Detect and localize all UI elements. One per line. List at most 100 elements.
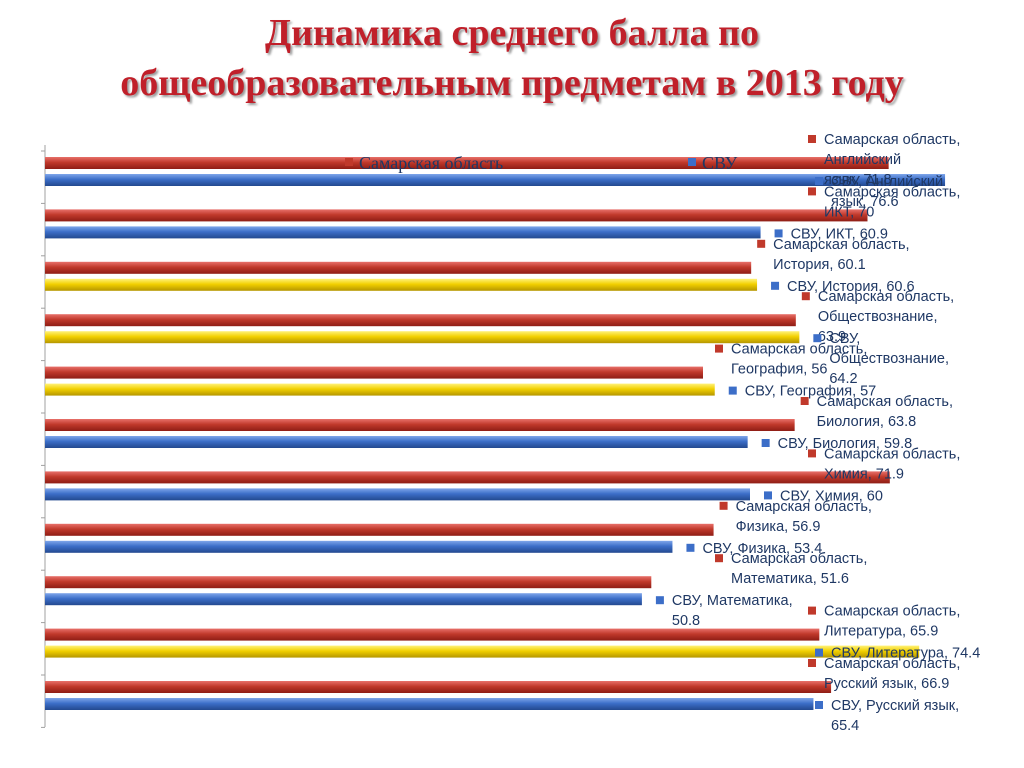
- data-label-text: язык, 76.6: [831, 194, 899, 210]
- data-label-text: СВУ, ИКТ, 60.9: [791, 226, 888, 242]
- data-label-text: язык, 71.8: [824, 172, 892, 188]
- bar-samara-11: [45, 681, 832, 693]
- data-label-text: СВУ, Литература, 74.4: [831, 646, 980, 662]
- data-label-text: Самарская область,: [818, 289, 954, 305]
- data-label-svu: СВУ, География, 57: [728, 384, 876, 400]
- data-label-svu: СВУ, Физика, 53.4: [686, 541, 822, 557]
- bar-samara-8: [45, 523, 714, 536]
- bar-svu-9: [45, 593, 642, 606]
- data-label-text: СВУ,: [829, 331, 860, 347]
- data-label-marker: [728, 386, 737, 395]
- data-label-text: Самарская область,: [824, 132, 960, 148]
- bar-svu-8: [45, 540, 673, 553]
- data-label-text: СВУ, Биология, 59.8: [778, 436, 913, 452]
- data-label-svu: СВУ, Русский язык, 65.4: [815, 698, 959, 734]
- legend-item-2: СВУ: [688, 153, 738, 173]
- data-label-text: Самарская область,: [824, 446, 960, 462]
- data-label-marker: [800, 397, 809, 405]
- data-label-text: Обществознание,: [818, 309, 938, 325]
- data-label-marker: [801, 292, 810, 301]
- data-label-text: Самарская область,: [773, 237, 909, 253]
- data-label-samara: Самарская область, Математика, 51.6: [715, 551, 867, 587]
- bar-samara-1: [45, 157, 889, 169]
- bar-samara-9: [45, 576, 652, 589]
- data-label-text: Физика, 56.9: [736, 519, 821, 535]
- data-label-samara: Самарская область, Биология, 63.8: [800, 394, 953, 430]
- legend-item-1: Самарская область: [345, 153, 503, 173]
- bar-svu-1: [45, 174, 946, 186]
- data-label-text: 65.4: [831, 718, 859, 734]
- data-label-svu: СВУ, Английский язык, 76.6: [815, 174, 943, 210]
- data-label-text: Самарская область,: [731, 342, 867, 358]
- data-label-marker: [774, 229, 783, 238]
- data-label-marker: [808, 606, 816, 615]
- data-label-text: Обществознание,: [829, 351, 949, 367]
- data-label-marker: [815, 648, 823, 657]
- data-label-text: СВУ, Химия, 60: [780, 488, 883, 504]
- data-label-marker: [815, 701, 823, 709]
- bar-svu-6: [45, 436, 748, 448]
- data-label-text: Самарская область,: [731, 551, 867, 567]
- bar-samara-3: [45, 261, 752, 274]
- data-label-marker: [719, 501, 728, 510]
- axis-layer: [41, 145, 46, 728]
- data-label-samara: Самарская область, Английский язык, 71.8: [808, 132, 960, 188]
- legend-swatch: [345, 158, 353, 166]
- legend: Самарская область СВУ: [345, 153, 738, 173]
- data-label-text: Русский язык, 66.9: [824, 676, 949, 692]
- data-label-samara: Самарская область, История, 60.1: [757, 237, 910, 273]
- legend-label: СВУ: [702, 153, 738, 173]
- data-label-svu: СВУ, Литература, 74.4: [815, 646, 980, 662]
- data-label-text: СВУ, Физика, 53.4: [702, 541, 822, 557]
- data-label-marker: [715, 344, 723, 353]
- data-label-svu: СВУ, Химия, 60: [764, 488, 883, 504]
- data-label-marker: [808, 449, 816, 458]
- bar-samara-10: [45, 628, 820, 641]
- data-label-text: История, 60.1: [773, 257, 866, 273]
- data-label-marker: [761, 439, 770, 447]
- bars-layer: [45, 157, 946, 710]
- data-label-marker: [686, 543, 695, 552]
- data-label-text: СВУ, Русский язык,: [831, 698, 959, 714]
- legend-label: Самарская область: [359, 153, 503, 173]
- data-label-marker: [715, 554, 723, 563]
- data-label-text: Математика, 51.6: [731, 571, 849, 587]
- data-label-text: СВУ, Математика,: [672, 593, 793, 609]
- data-label-samara: Самарская область, Русский язык, 66.9: [808, 656, 960, 692]
- data-label-marker: [808, 187, 816, 196]
- data-label-samara: Самарская область, ИКТ, 70: [808, 184, 960, 220]
- bar-samara-7: [45, 471, 890, 484]
- data-label-text: Самарская область,: [817, 394, 953, 410]
- bar-svu-11: [45, 698, 814, 710]
- data-label-text: Самарская область,: [824, 184, 960, 200]
- chart-title: Динамика среднего балла по общеобразоват…: [0, 8, 1024, 108]
- legend-swatch: [688, 158, 696, 166]
- data-label-text: Химия, 71.9: [824, 466, 904, 482]
- data-label-text: Литература, 65.9: [824, 624, 938, 640]
- chart-title-line-1: Динамика среднего балла по: [264, 12, 760, 54]
- data-label-svu: СВУ, Биология, 59.8: [761, 436, 913, 452]
- data-label-marker: [808, 659, 816, 667]
- data-label-svu: СВУ, История, 60.6: [771, 279, 915, 295]
- data-label-text: СВУ, История, 60.6: [787, 279, 915, 295]
- data-label-samara: Самарская область, Физика, 56.9: [719, 499, 872, 535]
- bar-svu-5: [45, 383, 715, 396]
- data-label-svu: СВУ, ИКТ, 60.9: [774, 226, 888, 242]
- bar-svu-10: [45, 645, 920, 658]
- data-label-samara: Самарская область, Обществознание, 63.9: [801, 289, 954, 345]
- data-label-text: Биология, 63.8: [817, 414, 917, 430]
- data-label-text: ИКТ, 70: [824, 204, 874, 220]
- data-label-svu: СВУ, Математика, 50.8: [655, 593, 793, 629]
- data-label-text: 50.8: [672, 613, 700, 629]
- data-label-text: СВУ, Английский: [831, 174, 943, 190]
- data-label-marker: [771, 281, 780, 290]
- data-label-text: Самарская область,: [824, 656, 960, 672]
- data-label-text: География, 56: [731, 362, 828, 378]
- chart-title-line-2: общеобразовательным предметам в 2013 год…: [120, 62, 904, 104]
- bar-samara-6: [45, 419, 795, 431]
- bar-samara-5: [45, 366, 703, 379]
- data-label-marker: [655, 596, 664, 605]
- data-label-text: 63.9: [818, 329, 846, 345]
- bar-samara-2: [45, 209, 868, 222]
